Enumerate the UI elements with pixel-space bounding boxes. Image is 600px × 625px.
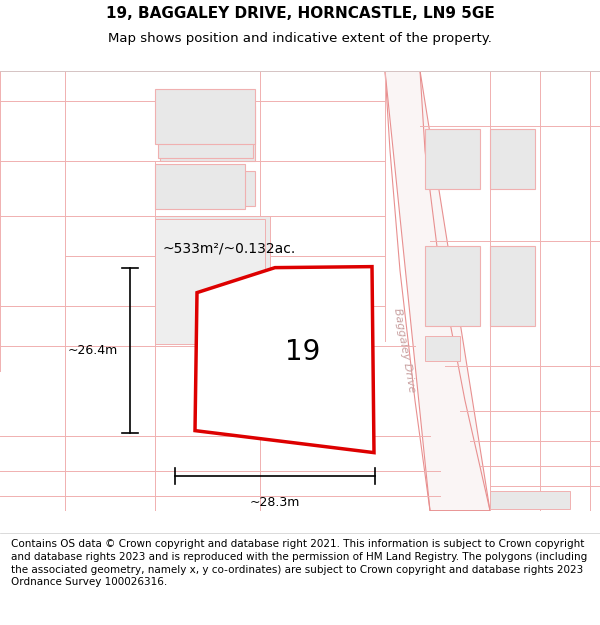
- Bar: [425, 336, 460, 361]
- Text: ~28.3m: ~28.3m: [250, 496, 300, 509]
- Polygon shape: [195, 267, 374, 452]
- Bar: [425, 129, 480, 189]
- Text: 19, BAGGALEY DRIVE, HORNCASTLE, LN9 5GE: 19, BAGGALEY DRIVE, HORNCASTLE, LN9 5GE: [106, 6, 494, 21]
- Text: 19: 19: [285, 338, 320, 366]
- Text: Baggaley Drive: Baggaley Drive: [392, 308, 416, 394]
- Text: Map shows position and indicative extent of the property.: Map shows position and indicative extent…: [108, 31, 492, 44]
- Bar: [490, 246, 535, 326]
- Bar: [490, 129, 535, 189]
- Bar: [155, 164, 245, 209]
- Bar: [155, 216, 270, 341]
- Bar: [158, 106, 253, 158]
- Text: ~533m²/~0.132ac.: ~533m²/~0.132ac.: [162, 242, 295, 256]
- Text: ~26.4m: ~26.4m: [68, 344, 118, 357]
- Polygon shape: [385, 71, 490, 511]
- Bar: [155, 219, 265, 344]
- Bar: [425, 246, 480, 326]
- Bar: [160, 171, 255, 206]
- Bar: [155, 89, 255, 144]
- Bar: [160, 106, 255, 161]
- Bar: [490, 491, 570, 509]
- Text: Contains OS data © Crown copyright and database right 2021. This information is : Contains OS data © Crown copyright and d…: [11, 539, 587, 588]
